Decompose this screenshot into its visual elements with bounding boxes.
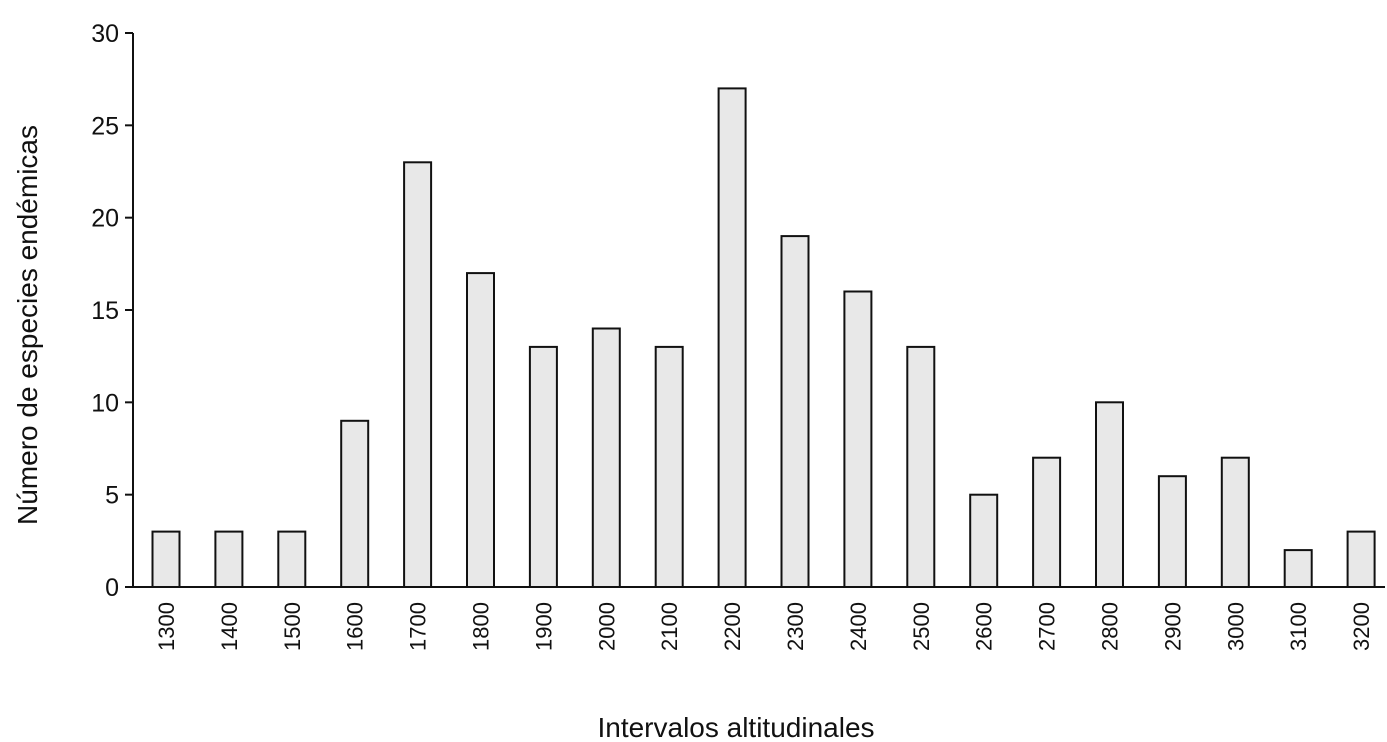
x-tick-label: 1900: [531, 602, 556, 651]
bar-1300: [151, 530, 181, 588]
x-tick-label: 2700: [1035, 602, 1060, 651]
bar-3100: [1283, 549, 1313, 588]
y-axis-title: Número de especies endémicas: [12, 125, 43, 525]
x-axis-title: Intervalos altitudinales: [597, 712, 874, 742]
bar-2000: [591, 327, 621, 588]
y-tick-label: 30: [91, 20, 119, 48]
x-tick-label: 1800: [469, 602, 494, 651]
x-tick-label: 2400: [846, 602, 871, 651]
x-tick-label: 2100: [657, 602, 682, 651]
bar-3000: [1220, 456, 1250, 589]
bar-1600: [340, 419, 370, 588]
bar-2600: [969, 493, 999, 589]
bar-2900: [1157, 475, 1187, 589]
x-tick-label: 1500: [280, 602, 305, 651]
x-tick-label: 2200: [720, 602, 745, 651]
x-tick-label: 2800: [1098, 602, 1123, 651]
x-tick-label: 2600: [972, 602, 997, 651]
x-tick-label: 2000: [594, 602, 619, 651]
x-tick-label: 2500: [909, 602, 934, 651]
x-tick-label: 3000: [1223, 602, 1248, 651]
x-tick-label: 3100: [1286, 602, 1311, 651]
x-tick-label: 3200: [1349, 602, 1374, 651]
bar-1700: [403, 161, 433, 589]
bar-1400: [214, 530, 244, 588]
y-tick-label: 0: [105, 574, 119, 602]
y-tick-label: 15: [91, 297, 119, 325]
bar-2500: [906, 345, 936, 588]
bar-3200: [1346, 530, 1376, 588]
bar-1800: [466, 272, 495, 588]
bar-2700: [1032, 456, 1062, 589]
bar-2200: [717, 87, 747, 589]
x-tick-label: 2900: [1160, 602, 1185, 651]
bar-2400: [843, 290, 873, 588]
x-tick-label: 1700: [406, 602, 431, 651]
x-tick-label: 2300: [783, 602, 808, 651]
bar-2100: [654, 345, 684, 588]
y-tick-label: 20: [91, 205, 119, 233]
bar-1500: [277, 530, 307, 588]
bar-2800: [1095, 401, 1124, 588]
y-tick-label: 25: [91, 112, 119, 140]
bars-layer: [151, 87, 1376, 589]
bar-1900: [528, 345, 558, 588]
x-ticks: 1300 1400 1500 1600 1700 1800 1900 2000 2100 2200…: [154, 602, 1374, 651]
x-tick-label: 1300: [154, 602, 179, 651]
y-tick-label: 10: [91, 389, 119, 417]
x-tick-label: 1400: [217, 602, 242, 651]
x-tick-label: 1600: [343, 602, 368, 651]
y-tick-label: 5: [105, 482, 119, 510]
bar-2300: [780, 235, 810, 588]
y-ticks: 0 5 10 15 20 25 30: [91, 20, 133, 602]
